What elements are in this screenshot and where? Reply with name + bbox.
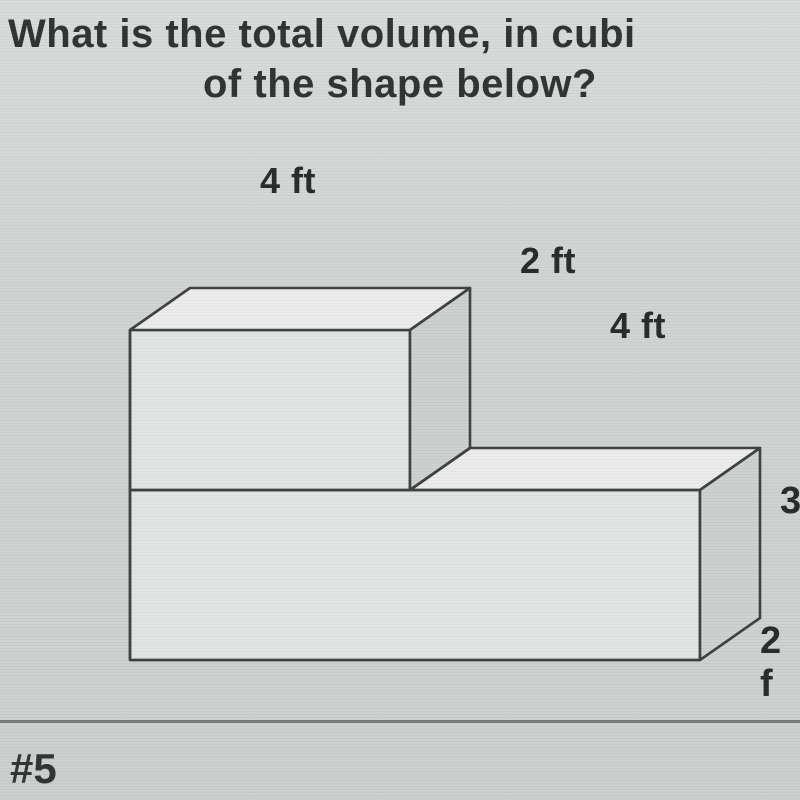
dim-label-2ft-bottom: 2 f bbox=[760, 620, 800, 706]
composite-prism-figure: 4 ft 2 ft 4 ft 3 2 f bbox=[80, 160, 800, 700]
lower-front-face bbox=[130, 490, 700, 660]
divider-line bbox=[0, 720, 800, 723]
upper-front-face bbox=[130, 330, 410, 490]
question-line-1: What is the total volume, in cubi bbox=[8, 12, 800, 57]
dim-label-4ft-right: 4 ft bbox=[610, 305, 666, 347]
worksheet-photo: What is the total volume, in cubi of the… bbox=[0, 0, 800, 800]
question-line-2: of the shape below? bbox=[0, 62, 800, 107]
dim-label-2ft-upper: 2 ft bbox=[520, 240, 576, 282]
dim-label-cutoff: 3 bbox=[780, 480, 800, 523]
prism-svg bbox=[80, 160, 800, 700]
problem-number: #5 bbox=[10, 745, 57, 793]
dim-label-4ft-top: 4 ft bbox=[260, 160, 316, 202]
